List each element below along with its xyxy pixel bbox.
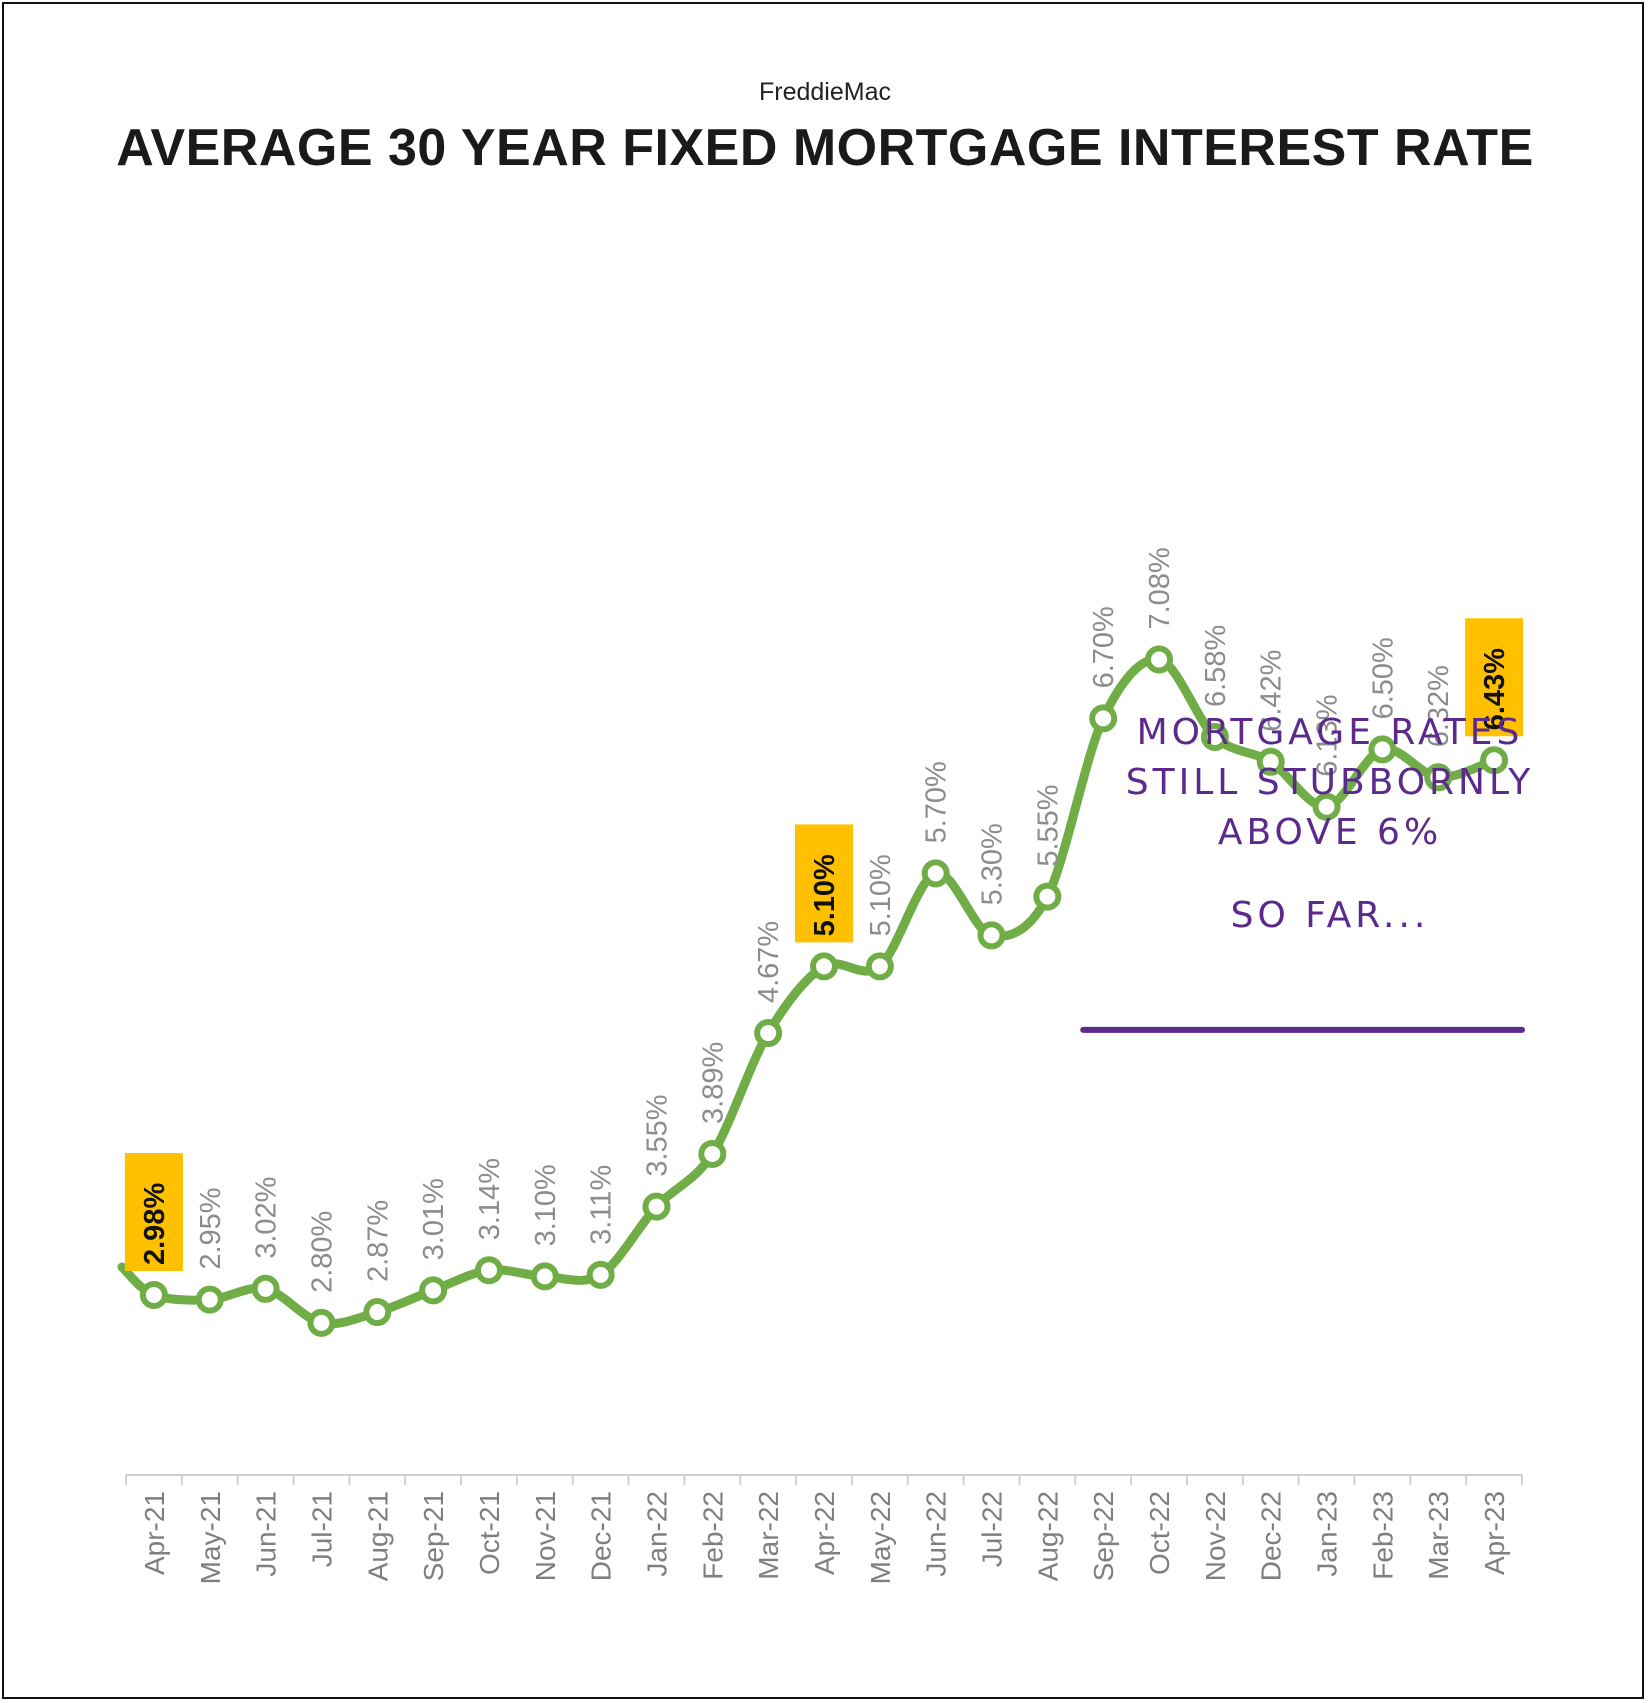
data-point <box>139 1281 168 1309</box>
data-label: 5.10% <box>865 854 897 936</box>
data-label: 5.70% <box>921 761 953 843</box>
highlight-label-box <box>1465 618 1524 737</box>
data-point <box>530 1262 559 1291</box>
annotation-line: MORTGAGE RATES <box>1136 712 1524 753</box>
x-tick-label: Dec-21 <box>586 1491 617 1581</box>
data-label: 5.30% <box>977 823 1009 905</box>
x-tick-label: Apr-21 <box>139 1491 170 1575</box>
data-label: 2.80% <box>306 1211 338 1293</box>
chart-source: FreddieMac <box>759 78 891 106</box>
x-tick-label: Feb-23 <box>1367 1491 1398 1580</box>
data-point <box>363 1298 392 1327</box>
data-label: 3.02% <box>251 1177 283 1259</box>
data-point <box>251 1274 280 1303</box>
data-label: 6.70% <box>1088 606 1120 688</box>
data-point <box>419 1276 448 1305</box>
x-tick-label: Apr-23 <box>1479 1491 1510 1575</box>
data-point <box>1145 645 1174 674</box>
x-tick-label: Aug-22 <box>1032 1491 1063 1581</box>
x-tick-label: May-22 <box>865 1491 896 1584</box>
data-label: 6.58% <box>1200 625 1232 707</box>
data-point <box>977 921 1006 950</box>
data-point <box>1200 723 1229 751</box>
highlighted-data-label: 2.98% <box>139 1183 171 1265</box>
data-point <box>195 1285 224 1314</box>
data-point <box>307 1308 336 1337</box>
data-label: 5.55% <box>1032 784 1064 866</box>
x-tick-label: Nov-21 <box>530 1491 561 1581</box>
data-label: 6.42% <box>1256 650 1288 732</box>
data-point <box>474 1256 503 1285</box>
data-label: 6.13% <box>1312 695 1344 777</box>
annotation-line: STILL STUBBORNLY <box>1125 762 1535 803</box>
data-label: 3.01% <box>418 1178 450 1260</box>
data-point <box>754 1019 783 1048</box>
x-tick-label: Dec-22 <box>1256 1491 1287 1581</box>
data-point <box>1256 747 1285 776</box>
data-label: 3.11% <box>586 1165 618 1245</box>
x-tick-label: Jun-21 <box>251 1491 282 1577</box>
x-tick-label: Jan-22 <box>641 1491 672 1577</box>
data-point <box>1424 763 1453 792</box>
data-point <box>865 952 894 981</box>
x-tick-label: Feb-22 <box>697 1491 728 1580</box>
data-label: 2.95% <box>195 1187 227 1269</box>
x-tick-label: Mar-23 <box>1423 1491 1454 1580</box>
data-point <box>1033 882 1062 911</box>
x-axis: Apr-21 May-21 Jun-21 Jul-21 Aug-21 Sep-21 Oct-… <box>125 1474 1523 1584</box>
x-tick-label: Oct-21 <box>474 1491 505 1575</box>
x-tick-label: May-21 <box>195 1491 226 1584</box>
highlighted-data-label: 6.43% <box>1479 648 1511 730</box>
data-point <box>1312 792 1341 821</box>
data-label: 3.10% <box>530 1164 562 1246</box>
data-label: 4.67% <box>753 921 785 1003</box>
data-label: 2.87% <box>362 1200 394 1282</box>
x-tick-label: Aug-21 <box>362 1491 393 1581</box>
data-point <box>586 1260 615 1289</box>
data-point <box>1089 704 1118 733</box>
data-point <box>1368 735 1397 764</box>
data-point <box>642 1192 671 1221</box>
data-point <box>921 859 950 888</box>
annotation-line: ABOVE 6% <box>1217 812 1443 853</box>
x-tick-label: Jun-22 <box>921 1491 952 1577</box>
data-label: 6.50% <box>1367 637 1399 719</box>
x-tick-label: Sep-22 <box>1088 1491 1119 1581</box>
annotation-line: SO FAR... <box>1230 895 1430 936</box>
x-tick-label: Jul-22 <box>977 1491 1008 1567</box>
x-tick-label: Jan-23 <box>1312 1491 1343 1577</box>
data-label: 3.55% <box>641 1094 673 1176</box>
data-labels: 2.98% 2.95% 3.02% 2.80% 2.87% 3.01% 3.14% 3.10%… <box>124 547 1524 1293</box>
chart-title: AVERAGE 30 YEAR FIXED MORTGAGE INTEREST … <box>116 119 1534 177</box>
data-label: 3.89% <box>697 1042 729 1124</box>
highlight-label-box <box>795 824 853 943</box>
data-label: 7.08% <box>1144 547 1176 629</box>
highlight-label-box <box>124 1153 183 1271</box>
data-point <box>1480 746 1509 775</box>
highlighted-data-label: 5.10% <box>809 854 841 936</box>
x-tick-label: Jul-21 <box>306 1491 337 1567</box>
data-label: 3.14% <box>474 1158 506 1240</box>
x-tick-label: Mar-22 <box>753 1491 784 1580</box>
x-tick-label: Apr-22 <box>809 1491 840 1575</box>
data-label: 6.32% <box>1423 665 1455 747</box>
data-points <box>139 645 1509 1337</box>
x-tick-label: Sep-21 <box>418 1491 449 1581</box>
x-tick-label: Oct-22 <box>1144 1491 1175 1575</box>
x-tick-label: Nov-22 <box>1200 1491 1231 1581</box>
data-point <box>810 952 838 981</box>
data-point <box>698 1139 727 1168</box>
